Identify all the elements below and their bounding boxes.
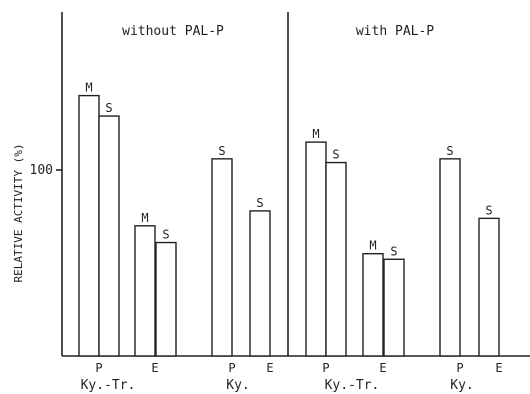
bar <box>383 258 405 357</box>
y-tick-label: 100 <box>30 163 53 178</box>
bar-label: S <box>485 203 492 217</box>
bar-label: S <box>218 144 225 158</box>
bar <box>98 115 120 357</box>
panel-title: with PAL-P <box>356 24 434 39</box>
bar-label: M <box>312 127 319 141</box>
bar-label: S <box>105 101 112 115</box>
bar <box>134 225 156 357</box>
bar-label: M <box>369 239 376 253</box>
bar <box>305 141 327 357</box>
bar <box>325 161 347 357</box>
bar <box>249 210 271 357</box>
bar-label: S <box>390 244 397 258</box>
category-label: E <box>151 361 158 375</box>
bar <box>211 158 233 357</box>
bar-label: M <box>85 81 92 95</box>
bar <box>439 158 461 357</box>
category-label: E <box>379 361 386 375</box>
group-label: Ky. <box>450 378 473 393</box>
bar <box>478 217 500 357</box>
bar-label: S <box>446 144 453 158</box>
bar <box>155 241 177 357</box>
bar-label: S <box>256 196 263 210</box>
bar-label: S <box>332 148 339 162</box>
panel-title: without PAL-P <box>122 24 224 39</box>
category-label: P <box>228 361 235 375</box>
bar <box>362 252 384 357</box>
group-label: Ky.-Tr. <box>81 378 136 393</box>
bar-label: S <box>162 228 169 242</box>
bar <box>78 94 100 357</box>
category-label: P <box>322 361 329 375</box>
category-label: P <box>95 361 102 375</box>
group-label: Ky.-Tr. <box>325 378 380 393</box>
category-label: P <box>456 361 463 375</box>
category-label: E <box>266 361 273 375</box>
category-label: E <box>495 361 502 375</box>
group-label: Ky. <box>226 378 249 393</box>
bar-label: M <box>141 211 148 225</box>
y-axis-label: RELATIVE ACTIVITY (%) <box>12 143 25 282</box>
